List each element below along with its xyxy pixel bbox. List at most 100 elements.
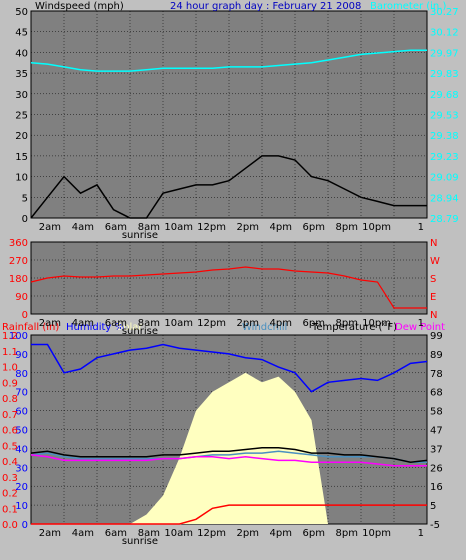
y-tick-label-right: N bbox=[430, 310, 437, 321]
x-tick-label: 10am bbox=[164, 318, 193, 329]
rain-tick-label: 0.3 bbox=[2, 473, 18, 484]
wind-axis-label: Windspeed (mph) bbox=[35, 1, 124, 12]
x-tick-label: 8am bbox=[138, 318, 160, 329]
rain-tick-label: 0.8 bbox=[2, 394, 18, 405]
y-tick-label-right: 16 bbox=[430, 482, 443, 493]
y-tick-label-right: 29.38 bbox=[430, 131, 459, 142]
sunrise-label: sunrise bbox=[122, 536, 158, 547]
rain-tick-label: 0.7 bbox=[2, 410, 18, 421]
chart-marks: 5045403530252015105030.2730.1229.9729.83… bbox=[2, 7, 459, 547]
y-tick-label-right: 29.53 bbox=[430, 111, 459, 122]
x-tick-label: 8am bbox=[138, 528, 160, 539]
x-tick-label: 10am bbox=[164, 528, 193, 539]
rain-tick-label: 1.0 bbox=[2, 363, 18, 374]
y-tick-label-left: 35 bbox=[15, 69, 28, 80]
y-tick-label-left: 40 bbox=[15, 48, 28, 59]
x-tick-label: 12pm bbox=[197, 318, 226, 329]
rain-tick-label: 1.1 bbox=[2, 347, 18, 358]
y-tick-label-left: 0 bbox=[22, 520, 28, 531]
y-tick-label-right: E bbox=[430, 292, 436, 303]
x-tick-label: 2pm bbox=[237, 222, 259, 233]
legend-windchill: Windchill bbox=[242, 322, 287, 333]
y-tick-label-left: 50 bbox=[15, 426, 28, 437]
y-tick-label-right: N bbox=[430, 238, 437, 249]
x-tick-label: 4pm bbox=[270, 528, 292, 539]
sunrise-label: sunrise bbox=[122, 326, 158, 337]
y-tick-label-right: 30.12 bbox=[430, 28, 459, 39]
y-tick-label-left: 360 bbox=[9, 238, 28, 249]
x-tick-label: 10pm bbox=[362, 318, 391, 329]
rain-tick-label: 0.9 bbox=[2, 378, 18, 389]
legend-rainfall: Rainfall (in) bbox=[2, 322, 59, 333]
y-tick-label-left: 60 bbox=[15, 407, 28, 418]
y-tick-label-right: S bbox=[430, 274, 436, 285]
y-tick-label-right: 29.83 bbox=[430, 69, 459, 80]
wind-direction-line bbox=[30, 266, 427, 309]
rain-tick-label: 0.4 bbox=[2, 457, 18, 468]
y-tick-label-left: 100 bbox=[9, 331, 28, 342]
rain-tick-label: 0.1 bbox=[2, 504, 18, 515]
y-tick-label-right: 28.94 bbox=[430, 193, 459, 204]
y-tick-label-right: 29.68 bbox=[430, 90, 459, 101]
y-tick-label-left: 30 bbox=[15, 463, 28, 474]
y-tick-label-left: 50 bbox=[15, 7, 28, 18]
x-tick-label: 10pm bbox=[362, 222, 391, 233]
y-tick-label-left: 25 bbox=[15, 111, 28, 122]
windchill-line bbox=[30, 450, 427, 463]
x-tick-label: 1 bbox=[418, 318, 424, 329]
y-tick-label-right: -5 bbox=[430, 520, 440, 531]
rain-tick-label: 0.0 bbox=[2, 520, 18, 531]
legend-temperature: Temperature (°F) bbox=[311, 322, 397, 333]
y-tick-label-left: 30 bbox=[15, 90, 28, 101]
y-tick-label-right: 28.79 bbox=[430, 214, 459, 225]
y-tick-label-right: 99 bbox=[430, 331, 443, 342]
legend-dewpoint: Dew Point bbox=[395, 322, 445, 333]
humidity-line bbox=[31, 343, 428, 393]
x-tick-label: 4am bbox=[72, 528, 94, 539]
y-tick-label-left: 0 bbox=[22, 310, 28, 321]
y-tick-label-right: 29.97 bbox=[430, 48, 459, 59]
x-tick-label: 10am bbox=[164, 222, 193, 233]
rain-tick-label: 0.5 bbox=[2, 441, 18, 452]
y-tick-label-right: 26 bbox=[430, 463, 443, 474]
rain-tick-label: 0.2 bbox=[2, 489, 18, 500]
y-tick-label-left: 70 bbox=[15, 388, 28, 399]
x-tick-label: 2am bbox=[39, 318, 61, 329]
y-tick-label-left: 10 bbox=[15, 173, 28, 184]
x-tick-label: 6am bbox=[105, 528, 127, 539]
y-tick-label-right: 89 bbox=[430, 350, 443, 361]
solar-area bbox=[31, 372, 427, 524]
y-tick-label-right: 30.27 bbox=[430, 7, 459, 18]
x-tick-label: 6pm bbox=[303, 222, 325, 233]
y-tick-label-right: 68 bbox=[430, 388, 443, 399]
barometer-axis-label: Barometer (in.) bbox=[370, 1, 446, 12]
y-tick-label-left: 40 bbox=[15, 444, 28, 455]
x-tick-label: 1 bbox=[418, 528, 424, 539]
y-tick-label-left: 0 bbox=[22, 214, 28, 225]
y-tick-label-left: 5 bbox=[22, 193, 28, 204]
x-tick-label: 8am bbox=[138, 222, 160, 233]
y-tick-label-right: 37 bbox=[430, 444, 443, 455]
y-tick-label-left: 90 bbox=[15, 350, 28, 361]
x-tick-label: 10pm bbox=[362, 528, 391, 539]
legend-solar: Solar bbox=[117, 322, 143, 333]
rain-tick-label: 1.2 bbox=[2, 331, 18, 342]
x-tick-label: 8pm bbox=[336, 318, 358, 329]
x-tick-label: 4am bbox=[72, 318, 94, 329]
x-tick-label: 1 bbox=[418, 222, 424, 233]
y-tick-label-right: 5 bbox=[430, 501, 436, 512]
x-tick-label: 2am bbox=[39, 528, 61, 539]
x-tick-label: 6pm bbox=[303, 318, 325, 329]
sunrise-label: sunrise bbox=[122, 230, 158, 241]
x-tick-label: 12pm bbox=[197, 528, 226, 539]
x-tick-label: 6pm bbox=[303, 528, 325, 539]
dewpoint-line bbox=[30, 454, 427, 467]
x-tick-label: 2pm bbox=[237, 528, 259, 539]
temperature-line bbox=[30, 446, 428, 463]
rain-tick-label: 0.6 bbox=[2, 426, 18, 437]
x-tick-label: 12pm bbox=[197, 222, 226, 233]
x-tick-label: 6am bbox=[105, 318, 127, 329]
x-tick-label: 8pm bbox=[336, 222, 358, 233]
